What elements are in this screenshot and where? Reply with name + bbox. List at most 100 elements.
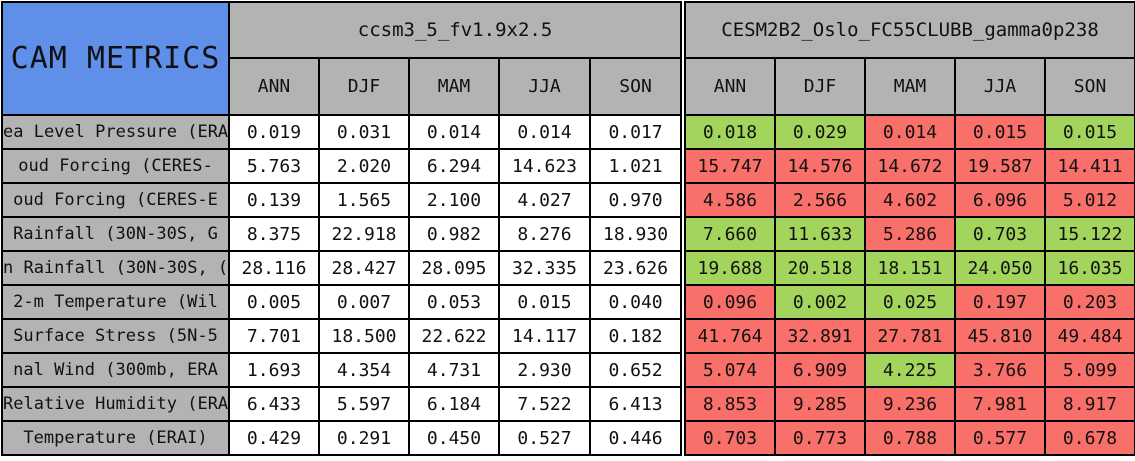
metric-value-cell: 14.117 bbox=[498, 318, 591, 354]
metric-value-cell: 0.053 bbox=[408, 284, 500, 320]
metric-value-cell: 14.576 bbox=[774, 148, 866, 184]
metric-value-cell: 5.099 bbox=[1043, 352, 1135, 388]
metric-value-cell: 0.014 bbox=[498, 114, 591, 150]
metric-value-cell: 22.918 bbox=[318, 216, 410, 252]
metric-label: Surface Stress (5N-5 bbox=[1, 318, 230, 354]
metric-value-cell: 11.633 bbox=[774, 216, 866, 252]
metric-value-cell: 0.015 bbox=[954, 114, 1046, 150]
metric-value-cell: 4.354 bbox=[318, 352, 410, 388]
metric-value-cell: 0.015 bbox=[498, 284, 591, 320]
metric-value-cell: 15.122 bbox=[1043, 216, 1135, 252]
metric-value-cell: 4.586 bbox=[684, 182, 776, 218]
metric-value-cell: 32.891 bbox=[774, 318, 866, 354]
metric-value-cell: 6.096 bbox=[954, 182, 1046, 218]
metric-value-cell: 19.688 bbox=[684, 250, 776, 286]
metric-value-cell: 8.375 bbox=[228, 216, 320, 252]
metric-value-cell: 19.587 bbox=[954, 148, 1046, 184]
metric-value-cell: 0.096 bbox=[684, 284, 776, 320]
metric-label: Relative Humidity (ERAI bbox=[1, 386, 230, 422]
metric-value-cell: 5.074 bbox=[684, 352, 776, 388]
metric-row: 8.853 9.285 9.236 7.981 8.917 bbox=[684, 386, 1135, 422]
metric-value-cell: 0.577 bbox=[954, 420, 1046, 456]
metric-value-cell: 18.500 bbox=[318, 318, 410, 354]
metric-value-cell: 0.446 bbox=[588, 420, 683, 456]
metric-value-cell: 14.672 bbox=[864, 148, 956, 184]
metric-value-cell: 0.025 bbox=[864, 284, 956, 320]
season-header-mam: MAM bbox=[864, 57, 956, 116]
season-header-son: SON bbox=[588, 57, 683, 116]
metric-value-cell: 18.151 bbox=[864, 250, 956, 286]
metric-value-cell: 16.035 bbox=[1043, 250, 1135, 286]
metric-value-cell: 4.731 bbox=[408, 352, 500, 388]
season-header-djf: DJF bbox=[318, 57, 410, 116]
metric-label: nal Wind (300mb, ERA bbox=[1, 352, 230, 388]
metric-row: Surface Stress (5N-5 7.701 18.500 22.622 14.… bbox=[1, 318, 683, 354]
metric-value-cell: 0.291 bbox=[318, 420, 410, 456]
model1-name: ccsm3_5_fv1.9x2.5 bbox=[227, 1, 683, 59]
season-header-ann: ANN bbox=[228, 57, 320, 116]
metric-value-cell: 1.693 bbox=[228, 352, 320, 388]
metric-value-cell: 41.764 bbox=[684, 318, 776, 354]
metric-row: 5.074 6.909 4.225 3.766 5.099 bbox=[684, 352, 1135, 388]
metric-value-cell: 5.597 bbox=[318, 386, 410, 422]
metric-value-cell: 0.018 bbox=[684, 114, 776, 150]
metric-value-cell: 5.012 bbox=[1043, 182, 1135, 218]
metric-row: oud Forcing (CERES-E 0.139 1.565 2.100 4.027… bbox=[1, 182, 683, 218]
metric-value-cell: 0.017 bbox=[588, 114, 683, 150]
metric-value-cell: 45.810 bbox=[954, 318, 1046, 354]
metric-value-cell: 6.294 bbox=[408, 148, 500, 184]
metric-value-cell: 0.982 bbox=[408, 216, 500, 252]
metric-row: 0.703 0.773 0.788 0.577 0.678 bbox=[684, 420, 1135, 456]
metric-value-cell: 1.021 bbox=[588, 148, 683, 184]
season-header-mam: MAM bbox=[408, 57, 500, 116]
metric-value-cell: 49.484 bbox=[1043, 318, 1135, 354]
metric-value-cell: 0.019 bbox=[228, 114, 320, 150]
metric-row: Rainfall (30N-30S, G 8.375 22.918 0.982 8.27… bbox=[1, 216, 683, 252]
metric-row: oud Forcing (CERES- 5.763 2.020 6.294 14.623… bbox=[1, 148, 683, 184]
model1-metrics-table: CAM METRICS ccsm3_5_fv1.9x2.5 ANN DJF MAM J… bbox=[1, 1, 683, 456]
header-row-model2: CESM2B2_Oslo_FC55CLUBB_gamma0p238 bbox=[683, 1, 1135, 59]
metric-row: n Rainfall (30N-30S, (28.116 28.427 28.095… bbox=[1, 250, 683, 286]
metric-value-cell: 2.566 bbox=[774, 182, 866, 218]
metric-value-cell: 2.930 bbox=[498, 352, 591, 388]
metric-value-cell: 0.197 bbox=[954, 284, 1046, 320]
header-row-seasons-model2: ANN DJF MAM JJA SON bbox=[684, 57, 1135, 116]
metric-label: oud Forcing (CERES- bbox=[1, 148, 230, 184]
metric-value-cell: 0.773 bbox=[774, 420, 866, 456]
metric-value-cell: 14.623 bbox=[498, 148, 591, 184]
metric-value-cell: 0.450 bbox=[408, 420, 500, 456]
metric-row: 4.586 2.566 4.602 6.096 5.012 bbox=[684, 182, 1135, 218]
metric-label: Rainfall (30N-30S, G bbox=[1, 216, 230, 252]
metric-value-cell: 3.766 bbox=[954, 352, 1046, 388]
metric-value-cell: 0.678 bbox=[1043, 420, 1135, 456]
metric-value-cell: 7.660 bbox=[684, 216, 776, 252]
metric-row: 15.747 14.576 14.672 19.587 14.411 bbox=[684, 148, 1135, 184]
metric-value-cell: 22.622 bbox=[408, 318, 500, 354]
metric-row: ea Level Pressure (ERA 0.019 0.031 0.014 0.0… bbox=[1, 114, 683, 150]
metric-value-cell: 0.040 bbox=[588, 284, 683, 320]
metric-value-cell: 28.116 bbox=[228, 250, 320, 286]
metric-value-cell: 2.020 bbox=[318, 148, 410, 184]
metric-value-cell: 0.203 bbox=[1043, 284, 1135, 320]
metric-value-cell: 4.027 bbox=[498, 182, 591, 218]
metric-value-cell: 8.853 bbox=[684, 386, 776, 422]
metric-value-cell: 18.930 bbox=[588, 216, 683, 252]
header-row-models: CAM METRICS ccsm3_5_fv1.9x2.5 bbox=[1, 1, 683, 116]
metric-row: 2-m Temperature (Wil 0.005 0.007 0.053 0.015… bbox=[1, 284, 683, 320]
metric-row: 41.764 32.891 27.781 45.810 49.484 bbox=[684, 318, 1135, 354]
season-header-jja: JJA bbox=[498, 57, 591, 116]
metric-value-cell: 32.335 bbox=[498, 250, 591, 286]
metric-label: 2-m Temperature (Wil bbox=[1, 284, 230, 320]
metric-value-cell: 8.917 bbox=[1043, 386, 1135, 422]
metric-label: n Rainfall (30N-30S, ( bbox=[1, 250, 230, 286]
metric-row: Temperature (ERAI) 0.429 0.291 0.450 0.527 0.… bbox=[1, 420, 683, 456]
season-header-ann: ANN bbox=[684, 57, 776, 116]
metric-value-cell: 0.527 bbox=[498, 420, 591, 456]
metric-row: 19.688 20.518 18.151 24.050 16.035 bbox=[684, 250, 1135, 286]
metric-value-cell: 0.429 bbox=[228, 420, 320, 456]
season-header-jja: JJA bbox=[954, 57, 1046, 116]
metric-value-cell: 2.100 bbox=[408, 182, 500, 218]
metric-value-cell: 6.433 bbox=[228, 386, 320, 422]
metric-value-cell: 0.002 bbox=[774, 284, 866, 320]
metric-value-cell: 9.285 bbox=[774, 386, 866, 422]
